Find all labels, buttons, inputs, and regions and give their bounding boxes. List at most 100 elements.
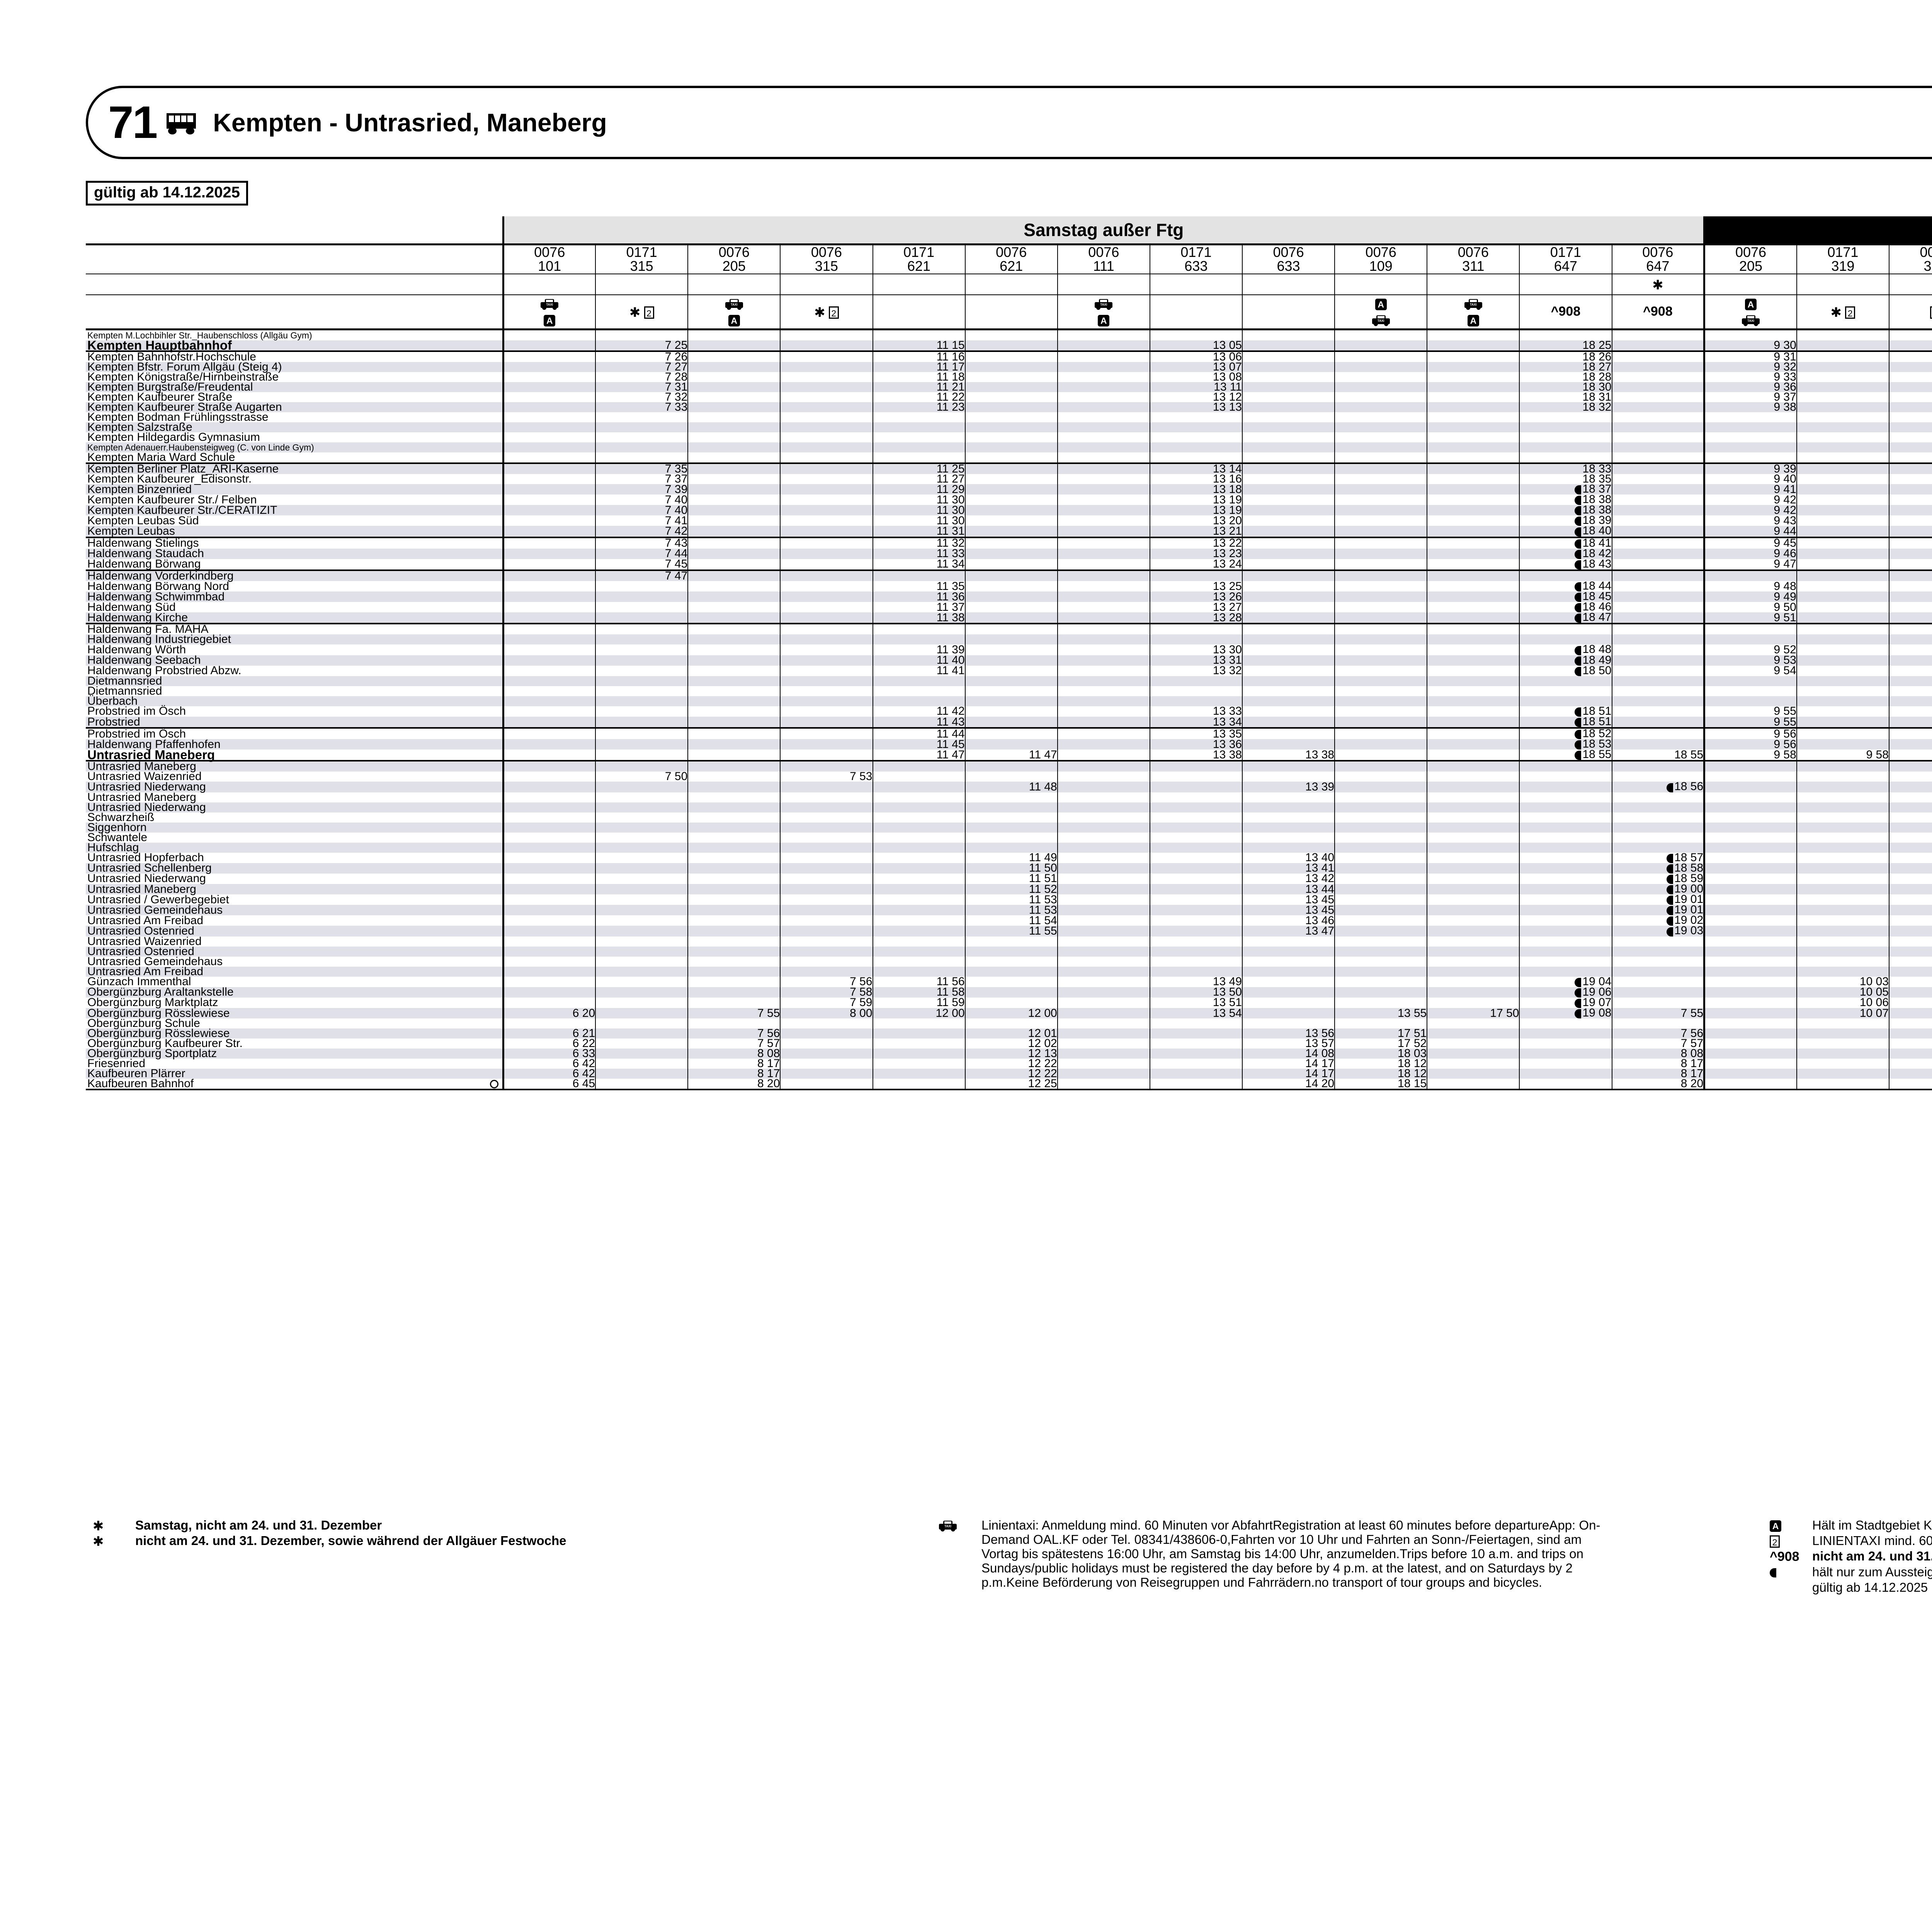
- departure-time: [780, 581, 873, 592]
- departure-time: [1242, 581, 1335, 592]
- departure-time: [502, 612, 596, 625]
- departure-time: 18 31: [1519, 391, 1612, 403]
- departure-time: 11 25: [872, 463, 965, 474]
- departure-time: [1149, 422, 1242, 432]
- departure-time: [1057, 812, 1150, 823]
- departure-time: 18 46: [1519, 601, 1612, 613]
- departure-time: [502, 665, 596, 676]
- departure-time: [502, 382, 596, 392]
- departure-time: [1611, 340, 1704, 352]
- departure-time: [1427, 750, 1520, 762]
- departure-time: 13 05: [1149, 339, 1242, 352]
- departure-time: [1242, 761, 1335, 772]
- departure-time: [1334, 772, 1427, 782]
- departure-time: [964, 412, 1058, 422]
- departure-time: 13 06: [1149, 351, 1242, 362]
- departure-time: [1427, 655, 1520, 666]
- departure-time: [780, 463, 873, 474]
- taxi-icon: TAXI: [725, 299, 743, 310]
- note-cell: TAXI A: [1057, 294, 1150, 330]
- departure-time: 11 29: [872, 483, 965, 495]
- departure-time: [502, 728, 596, 739]
- departure-time: [1519, 1039, 1612, 1049]
- departure-time: [1796, 372, 1889, 382]
- departure-time: 11 39: [872, 644, 965, 656]
- departure-time: 13 30: [1149, 644, 1242, 656]
- stop-name: Probstried: [86, 716, 503, 729]
- departure-time: [687, 548, 781, 559]
- departure-time: 13 12: [1149, 391, 1242, 403]
- departure-time: [1796, 362, 1889, 372]
- departure-time: [502, 696, 596, 706]
- departure-time: [1149, 634, 1242, 645]
- departure-time: [687, 372, 781, 382]
- departure-time: [1519, 802, 1612, 812]
- departure-time: [1057, 802, 1150, 812]
- departure-time: 13 44: [1242, 883, 1335, 895]
- departure-time: [872, 852, 965, 863]
- departure-time: [964, 1018, 1058, 1029]
- departure-time: [1796, 644, 1889, 655]
- footnote-text: Linientaxi: Anmeldung mind. 60 Minuten v…: [981, 1518, 1600, 1589]
- departure-time: [872, 936, 965, 947]
- departure-time: [1888, 792, 1932, 802]
- departure-time: [1888, 716, 1932, 729]
- departure-time: [1149, 802, 1242, 812]
- departure-time: [780, 812, 873, 823]
- departure-time: [1796, 484, 1889, 495]
- trip-line: 0076: [1273, 244, 1304, 260]
- departure-time: [1242, 570, 1335, 581]
- departure-time: 8 17: [1611, 1058, 1704, 1069]
- departure-time: [1149, 1039, 1242, 1049]
- departure-time: [964, 728, 1058, 739]
- departure-time: [502, 772, 596, 782]
- departure-time: 9 46: [1703, 548, 1797, 559]
- departure-time: [964, 474, 1058, 484]
- departure-time: [780, 665, 873, 676]
- departure-time: [1796, 655, 1889, 666]
- restriction-cell: [502, 274, 596, 295]
- departure-time: [964, 422, 1058, 432]
- departure-time: 18 48: [1519, 644, 1612, 655]
- departure-time: 13 55: [1334, 1007, 1427, 1019]
- departure-time: [964, 570, 1058, 581]
- departure-time: [1796, 340, 1889, 352]
- departure-time: [780, 750, 873, 762]
- departure-time: [502, 884, 596, 895]
- departure-time: [872, 624, 965, 635]
- departure-time: 18 40: [1519, 525, 1612, 538]
- departure-time: [1242, 432, 1335, 442]
- departure-time: [502, 750, 596, 762]
- departure-time: [1334, 505, 1427, 516]
- departure-time: [872, 686, 965, 696]
- departure-time: 13 08: [1149, 371, 1242, 382]
- departure-time: [1888, 612, 1932, 625]
- table-row: Hufschlag: [86, 841, 1932, 853]
- departure-time: 9 32: [1703, 361, 1797, 372]
- departure-time: [780, 946, 873, 957]
- departure-time: [595, 644, 688, 655]
- stop-name: Untrasried Am Freibad: [86, 965, 503, 977]
- departure-time: [1057, 976, 1150, 987]
- alight-only-icon: [1575, 525, 1582, 537]
- departure-time: [595, 634, 688, 645]
- departure-time: [1519, 926, 1612, 937]
- departure-time: [1427, 863, 1520, 874]
- departure-time: [1057, 351, 1150, 362]
- departure-time: [1703, 802, 1797, 812]
- departure-time: [1057, 696, 1150, 706]
- departure-time: [1703, 442, 1797, 452]
- trip-id: 633: [1184, 258, 1208, 274]
- departure-time: 7 39: [595, 483, 688, 495]
- departure-time: [1796, 537, 1889, 549]
- departure-time: [595, 852, 688, 863]
- half-moon-icon: [1575, 1009, 1582, 1019]
- departure-time: 9 58: [1703, 749, 1797, 762]
- departure-time: [1149, 624, 1242, 635]
- departure-time: [595, 696, 688, 706]
- departure-time: [1611, 581, 1704, 592]
- departure-time: [1334, 372, 1427, 382]
- departure-time: [595, 1059, 688, 1069]
